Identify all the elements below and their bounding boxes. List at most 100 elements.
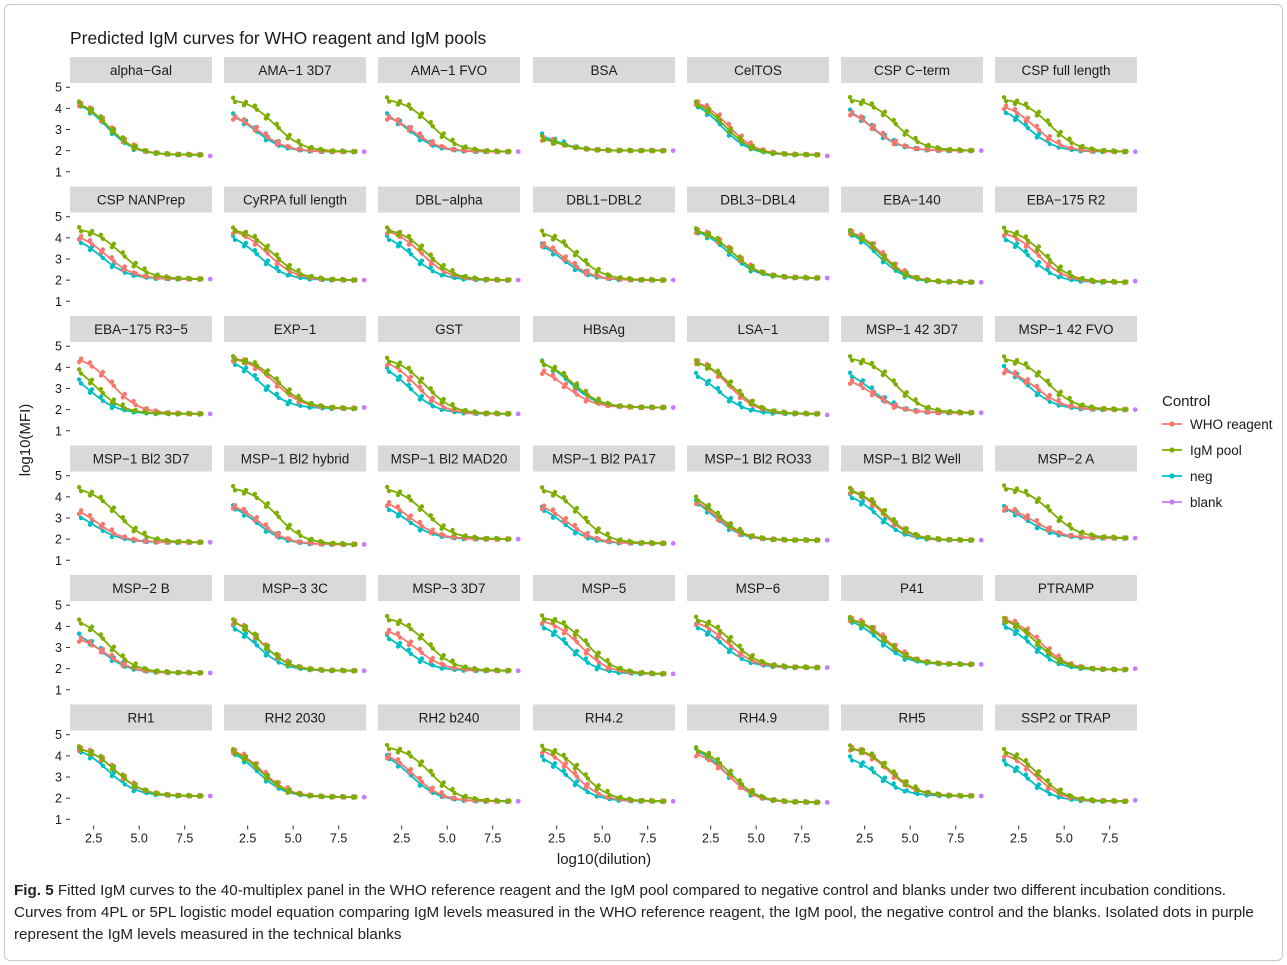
fitted-curve-neg bbox=[541, 508, 663, 545]
data-point-igm bbox=[1025, 105, 1031, 110]
data-point-igm bbox=[384, 95, 390, 100]
data-point-neg bbox=[1034, 649, 1040, 654]
data-point-who bbox=[384, 503, 390, 508]
data-point-who bbox=[1023, 767, 1029, 772]
data-point-igm bbox=[474, 797, 479, 802]
data-point-igm bbox=[847, 743, 853, 748]
data-point-igm bbox=[1025, 632, 1031, 637]
facet-label: MSP−1 Bl2 MAD20 bbox=[391, 452, 508, 467]
data-point-igm bbox=[871, 755, 877, 760]
data-point-neg bbox=[1036, 782, 1042, 787]
data-point-neg bbox=[1034, 392, 1040, 398]
data-point-igm bbox=[241, 103, 247, 108]
data-point-igm bbox=[155, 150, 160, 155]
data-point-igm bbox=[1124, 667, 1129, 672]
data-point-igm bbox=[882, 369, 888, 374]
data-point-neg bbox=[860, 498, 866, 504]
data-point-igm bbox=[596, 526, 601, 531]
fitted-curve-igm bbox=[232, 621, 354, 672]
data-point-igm bbox=[902, 529, 907, 535]
fitted-curve-who bbox=[695, 501, 817, 542]
facet-label: BSA bbox=[590, 63, 617, 78]
data-point-igm bbox=[485, 535, 490, 541]
data-point-neg bbox=[572, 782, 578, 788]
data-point-igm bbox=[915, 401, 920, 406]
data-point-who bbox=[395, 117, 401, 122]
data-point-igm bbox=[406, 622, 412, 628]
fitted-curve-igm bbox=[541, 747, 663, 802]
data-point-who bbox=[550, 245, 556, 250]
fitted-curve-who bbox=[849, 231, 971, 283]
data-point-igm bbox=[717, 514, 723, 520]
data-point-neg bbox=[254, 252, 260, 257]
data-point-who bbox=[430, 655, 435, 661]
data-point-who bbox=[1025, 377, 1031, 382]
data-point-igm bbox=[230, 617, 236, 622]
x-tick-label: 2.5 bbox=[393, 832, 410, 846]
data-point-igm bbox=[1069, 794, 1074, 799]
data-point-igm bbox=[1056, 133, 1061, 138]
data-point-who bbox=[693, 622, 699, 628]
data-point-igm bbox=[87, 109, 93, 115]
data-point-igm bbox=[750, 143, 755, 148]
data-point-igm bbox=[395, 233, 401, 238]
data-point-blank bbox=[824, 275, 830, 281]
y-tick-label: 2 bbox=[55, 662, 62, 676]
data-point-who bbox=[386, 500, 392, 505]
data-point-neg bbox=[395, 244, 401, 249]
data-point-igm bbox=[761, 536, 766, 541]
data-point-who bbox=[550, 507, 556, 512]
data-point-igm bbox=[386, 488, 392, 494]
data-point-igm bbox=[188, 794, 193, 799]
data-point-neg bbox=[406, 248, 412, 253]
data-point-igm bbox=[594, 786, 599, 791]
data-point-who bbox=[430, 139, 435, 144]
data-point-who bbox=[1056, 653, 1061, 658]
data-point-igm bbox=[155, 668, 160, 673]
legend-label: neg bbox=[1190, 469, 1213, 484]
data-point-igm bbox=[417, 636, 423, 641]
data-point-igm bbox=[882, 109, 888, 114]
data-point-who bbox=[428, 142, 433, 147]
data-point-igm bbox=[1014, 486, 1020, 491]
data-point-igm bbox=[263, 776, 269, 781]
data-point-igm bbox=[232, 621, 238, 626]
fitted-curve-neg bbox=[695, 502, 817, 542]
data-point-blank bbox=[207, 276, 213, 282]
data-point-who bbox=[265, 526, 271, 531]
data-point-igm bbox=[263, 246, 269, 252]
x-tick-label: 5.0 bbox=[901, 832, 918, 846]
data-point-who bbox=[441, 662, 446, 668]
data-point-who bbox=[309, 541, 314, 546]
data-point-igm bbox=[232, 751, 238, 756]
data-point-igm bbox=[241, 360, 247, 366]
data-point-igm bbox=[430, 390, 435, 395]
data-point-igm bbox=[87, 381, 93, 386]
legend-label: IgM pool bbox=[1190, 443, 1242, 458]
data-point-who bbox=[100, 521, 106, 527]
data-point-igm bbox=[406, 102, 412, 107]
data-point-igm bbox=[618, 275, 623, 280]
data-point-blank bbox=[1132, 797, 1138, 803]
facet-strip bbox=[378, 575, 520, 601]
data-point-neg bbox=[552, 629, 558, 634]
data-point-who bbox=[406, 770, 412, 775]
data-point-igm bbox=[353, 668, 358, 673]
data-point-igm bbox=[750, 533, 755, 538]
data-point-neg bbox=[100, 255, 106, 261]
x-tick-label: 2.5 bbox=[85, 832, 102, 846]
facet-strip bbox=[995, 445, 1137, 472]
data-point-who bbox=[406, 642, 412, 648]
data-point-who bbox=[552, 755, 558, 760]
data-point-neg bbox=[1014, 628, 1020, 633]
data-point-igm bbox=[177, 792, 182, 798]
fitted-curve-neg bbox=[849, 374, 971, 414]
fitted-curve-who bbox=[849, 747, 971, 797]
data-point-igm bbox=[463, 144, 468, 149]
fitted-curve-neg bbox=[78, 104, 200, 156]
data-point-igm bbox=[902, 273, 907, 278]
data-point-who bbox=[384, 363, 390, 368]
data-point-who bbox=[76, 237, 82, 242]
data-point-igm bbox=[1036, 369, 1042, 375]
facet-label: DBL1−DBL2 bbox=[566, 193, 641, 208]
